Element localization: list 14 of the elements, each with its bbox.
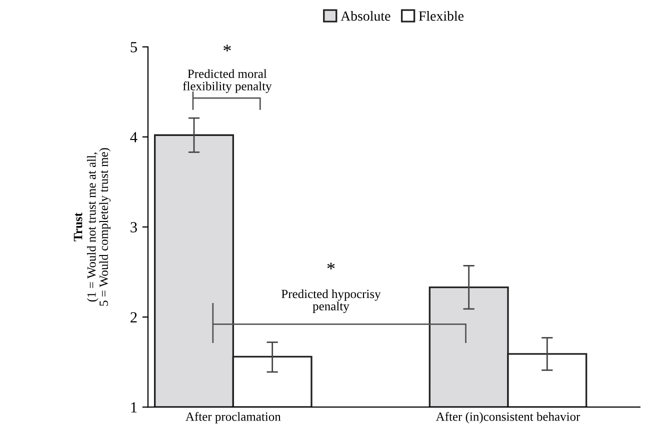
y-tick-label: 3 — [130, 222, 137, 232]
annotation: Predicted moral flexibility penalty — [182, 69, 272, 93]
y-tick-label: 5 — [130, 42, 137, 52]
y-tick-label: 2 — [130, 312, 137, 322]
x-tick-label: After proclamation — [186, 412, 281, 424]
y-tick-label: 4 — [130, 132, 138, 142]
annotation: Predicted hypocrisy penalty — [282, 289, 381, 313]
y-axis-title: Trust (1 = Would not trust me at all, 5 = Would completely trust me) — [74, 148, 111, 306]
legend-label: Absolute — [340, 10, 390, 21]
annotation: * — [327, 262, 335, 270]
y-tick-label: 1 — [131, 402, 137, 412]
x-tick-label: After (in)consistent behavior — [436, 412, 580, 424]
annotation: * — [224, 44, 231, 52]
legend-label: Flexible — [418, 10, 464, 21]
